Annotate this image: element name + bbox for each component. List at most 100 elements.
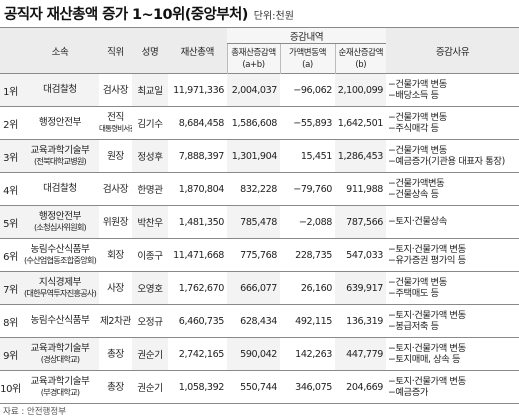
rank-cell: 6위 — [0, 238, 21, 272]
reason-cell: −토지·건물가액 변동 −예금증가 — [386, 370, 519, 404]
header-agency: 소속 — [21, 27, 99, 74]
title-row: 공직자 재산총액 증가 1~10위(중앙부처) 단위:천원 — [4, 3, 294, 27]
name-cell: 한명관 — [132, 172, 168, 206]
total-assets-cell: 11,971,336 — [168, 73, 227, 107]
header-row-2: 총재산증감액 (a+b) 가액변동액 (a) 순재산증감액 (b) — [0, 43, 519, 74]
line: (전북대학교병원) — [34, 156, 87, 166]
total-change-cell: 628,434 — [227, 304, 280, 338]
net-change-cell: 639,917 — [335, 271, 386, 305]
line: 총장 — [107, 348, 124, 360]
total-assets-cell: 6,460,735 — [168, 304, 227, 338]
reason-cell: −건물가액변동 −건물상속 등 — [386, 172, 519, 206]
price-change-cell: 228,735 — [280, 238, 335, 272]
reason-line: −건물가액 변동 — [388, 276, 447, 288]
header-position: 직위 — [99, 27, 132, 74]
header-net-change: 순재산증감액 (b) — [334, 43, 386, 74]
agency-cell: 농림수산식품부 (수산업협동조합중앙회) — [21, 238, 99, 272]
reason-line: −예금증가 — [388, 387, 429, 398]
table-row: 10위 교육과학기술부 (부경대학교) 총장 권순기 1,058,392 550,744 34… — [0, 370, 519, 404]
reason-line: −토지·건물상속 — [388, 216, 447, 228]
reason-cell: −토지·건물가액 변동 −유가증권 평가익 등 — [386, 238, 519, 272]
unit-label: 단위:천원 — [253, 11, 294, 22]
rank-cell: 3위 — [0, 139, 21, 173]
line: 대통령비서관 — [99, 124, 132, 133]
line: 대검찰청 — [43, 183, 77, 195]
header-total-assets: 재산총액 — [168, 27, 227, 74]
price-change-cell: −79,760 — [280, 172, 335, 206]
reason-cell: −건물가액 변동 −예금증가(기관용 대표자 통장) — [386, 139, 519, 173]
line: 검사장 — [102, 183, 129, 195]
net-change-cell: 2,100,099 — [335, 73, 386, 107]
agency-cell: 교육과학기술부 (경상대학교) — [21, 337, 99, 371]
total-change-cell: 832,228 — [227, 172, 280, 206]
header-reason: 증감사유 — [386, 27, 519, 74]
reason-line: −건물가액 변동 — [388, 111, 447, 123]
rank-cell: 7위 — [0, 271, 21, 305]
position-cell: 검사장 — [99, 73, 132, 107]
asset-change-table: 소속 직위 성명 재산총액 증감내역 증감사유 총재산증감액 (a+b) 가액변동… — [0, 27, 519, 404]
line: (경상대학교) — [40, 354, 80, 364]
reason-line: −봉급저축 등 — [388, 321, 439, 332]
table-row: 8위 농림수산식품부 제2차관 오정규 6,460,735 628,434 492,115 1… — [0, 304, 519, 338]
position-cell: 총장 — [99, 337, 132, 371]
reason-cell: −토지·건물가액 변동 −토지매매, 상속 등 — [386, 337, 519, 371]
agency-cell: 대검찰청 — [21, 172, 99, 206]
line: 대검찰청 — [43, 84, 77, 96]
total-assets-cell: 1,058,392 — [168, 370, 227, 404]
line: 교육과학기술부 — [30, 342, 90, 354]
total-change-cell: 666,077 — [227, 271, 280, 305]
line: 제2차관 — [100, 315, 131, 327]
reason-line: −건물가액 변동 — [388, 144, 447, 156]
position-cell: 전직 대통령비서관 — [99, 106, 132, 140]
position-cell: 제2차관 — [99, 304, 132, 338]
rank-cell: 2위 — [0, 106, 21, 140]
total-assets-cell: 8,684,458 — [168, 106, 227, 140]
line: (a) — [302, 59, 313, 70]
line: (부경대학교) — [40, 387, 80, 397]
price-change-cell: 142,263 — [280, 337, 335, 371]
line: 검사장 — [102, 84, 129, 96]
line: 순재산증감액 — [338, 47, 384, 58]
position-cell: 위원장 — [99, 205, 132, 239]
table-body: 1위 대검찰청 검사장 최교일 11,971,336 2,004,037 −96,062 2,… — [0, 73, 519, 404]
line: 총장 — [107, 381, 124, 393]
name-cell: 최교일 — [132, 73, 168, 107]
line: 농림수산식품부 — [30, 243, 90, 255]
reason-line: −토지·건물가액 변동 — [388, 342, 466, 354]
price-change-cell: 26,160 — [280, 271, 335, 305]
reason-line: −건물가액 변동 — [388, 78, 447, 90]
name-cell: 권순기 — [132, 370, 168, 404]
line: (수산업협동조합중앙회) — [23, 255, 97, 265]
net-change-cell: 911,988 — [335, 172, 386, 206]
line: 원장 — [107, 150, 124, 162]
reason-line: −토지매매, 상속 등 — [388, 354, 461, 365]
table-row: 7위 지식경제부 (대한무역투자진흥공사) 사장 오영호 1,762,670 666,077… — [0, 271, 519, 305]
rank-cell: 1위 — [0, 73, 21, 107]
agency-cell: 지식경제부 (대한무역투자진흥공사) — [21, 271, 99, 305]
position-cell: 총장 — [99, 370, 132, 404]
name-cell: 정성후 — [132, 139, 168, 173]
rank-cell: 4위 — [0, 172, 21, 206]
reason-line: −토지·건물가액 변동 — [388, 243, 466, 255]
line: 교육과학기술부 — [30, 144, 90, 156]
line: (b) — [355, 59, 367, 70]
rank-cell: 8위 — [0, 304, 21, 338]
total-change-cell: 1,586,608 — [227, 106, 280, 140]
line: 가액변동액 — [288, 47, 327, 58]
header-row-1: 소속 직위 성명 재산총액 증감내역 증감사유 — [0, 27, 519, 74]
total-assets-cell: 1,481,350 — [168, 205, 227, 239]
price-change-cell: −55,893 — [280, 106, 335, 140]
total-change-cell: 785,478 — [227, 205, 280, 239]
agency-cell: 행정안전부 — [21, 106, 99, 140]
table-row: 5위 행정안전부 (소청심사위원회) 위원장 박찬우 1,481,350 785,478 −2… — [0, 205, 519, 239]
reason-line: −배당소득 등 — [388, 90, 439, 101]
table-row: 6위 농림수산식품부 (수산업협동조합중앙회) 회장 이종구 11,471,668 775,… — [0, 238, 519, 272]
reason-cell: −건물가액 변동 −주택매도 등 — [386, 271, 519, 305]
line: (a+b) — [242, 59, 265, 70]
header-name: 성명 — [132, 27, 168, 74]
table-row: 4위 대검찰청 검사장 한명관 1,870,804 832,228 −79,760 911,9… — [0, 172, 519, 206]
total-change-cell: 1,301,904 — [227, 139, 280, 173]
line: 행정안전부 — [38, 117, 82, 129]
line: 사장 — [107, 282, 124, 294]
total-assets-cell: 11,471,668 — [168, 238, 227, 272]
